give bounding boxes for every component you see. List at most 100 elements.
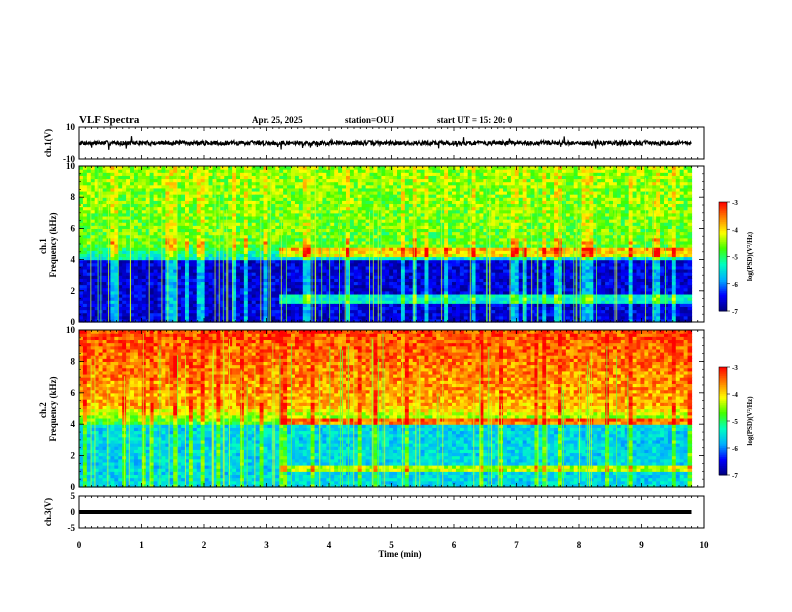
spectrogram-cell <box>126 312 131 317</box>
spectrogram-cell <box>322 275 327 279</box>
spectrogram-cell <box>373 268 378 273</box>
spectrogram-cell <box>192 222 198 226</box>
spectrogram-cell <box>310 253 316 258</box>
spectrogram-cell <box>436 250 441 254</box>
spectrogram-cell <box>416 256 422 261</box>
spectrogram-cell <box>436 268 441 273</box>
spectrogram-cell <box>412 187 418 192</box>
spectrogram-cell <box>298 215 304 220</box>
spectrogram-cell <box>110 315 115 320</box>
spectrogram-cell <box>452 234 457 239</box>
spectrogram-cell <box>318 262 324 267</box>
spectrogram-cell <box>318 309 324 314</box>
spectrogram-cell <box>369 219 375 223</box>
spectrogram-cell <box>126 253 131 258</box>
spectrogram-cell <box>267 200 272 205</box>
spectrogram-cell <box>130 290 135 295</box>
spectrogram-cell <box>153 197 159 201</box>
spectrogram-cell <box>361 231 367 236</box>
spectrogram-cell <box>361 306 367 311</box>
spectrogram-cell <box>373 166 378 170</box>
spectrogram-cell <box>440 237 445 242</box>
spectrogram-cell <box>188 250 194 254</box>
spectrogram-cell <box>365 184 371 189</box>
spectrogram-cell <box>326 175 331 180</box>
spectrogram-cell <box>110 284 115 289</box>
spectrogram-cell <box>94 300 100 304</box>
spectrogram-cell <box>365 278 371 283</box>
spectrogram-cell <box>255 178 261 183</box>
spectrogram-cell <box>302 237 308 242</box>
spectrogram-cell <box>408 284 414 289</box>
spectrogram-cell <box>444 256 449 261</box>
spectrogram-cell <box>436 212 441 217</box>
spectrogram-cell <box>145 306 151 311</box>
spectrogram-cell <box>412 293 418 298</box>
spectrogram-cell <box>436 259 441 264</box>
spectrogram-cell <box>271 290 276 295</box>
spectrogram-cell <box>126 315 131 320</box>
spectrogram-cell <box>381 187 386 192</box>
spectrogram-cell <box>389 315 394 320</box>
spectrogram-cell <box>102 219 108 223</box>
spectrogram-cell <box>302 259 308 264</box>
spectrogram-cell <box>318 287 324 292</box>
spectrogram-cell <box>318 169 324 173</box>
spectrogram-cell <box>149 169 155 173</box>
spectrogram-cell <box>259 315 265 320</box>
spectrogram-cell <box>157 225 163 229</box>
spectrogram-cell <box>169 303 174 307</box>
spectrogram-cell <box>110 197 115 201</box>
spectrogram-cell <box>122 281 127 286</box>
spectrogram-cell <box>232 290 237 295</box>
spectrogram-cell <box>204 268 210 273</box>
spectrogram-cell <box>263 215 269 220</box>
spectrogram-cell <box>334 172 339 176</box>
spectrogram-cell <box>400 203 406 208</box>
spectrogram-cell <box>310 318 316 323</box>
spectrogram-cell <box>444 228 449 233</box>
spectrogram-cell <box>408 166 414 170</box>
spectrogram-cell <box>334 237 339 242</box>
spectrogram-cell <box>377 181 382 186</box>
spectrogram-cell <box>255 253 261 258</box>
spectrogram-cell <box>275 275 280 279</box>
spectrogram-cell <box>310 256 316 261</box>
spectrogram-cell <box>412 309 418 314</box>
spectrogram-cell <box>94 178 100 183</box>
spectrogram-cell <box>428 265 433 270</box>
spectrogram-cell <box>397 290 402 295</box>
spectrogram-cell <box>188 259 194 264</box>
spectrogram-cell <box>79 215 84 220</box>
spectrogram-cell <box>330 190 335 195</box>
spectrogram-cell <box>381 175 386 180</box>
spectrogram-cell <box>271 172 276 176</box>
spectrogram-cell <box>318 219 324 223</box>
spectrogram-cell <box>420 250 426 254</box>
spectrogram-cell <box>310 200 316 205</box>
spectrogram-cell <box>318 172 324 176</box>
spectrogram-cell <box>122 253 127 258</box>
spectrogram-cell <box>145 181 151 186</box>
spectrogram-cell <box>118 187 123 192</box>
spectrogram-cell <box>114 197 119 201</box>
spectrogram-cell <box>263 197 269 201</box>
spectrogram-cell <box>400 275 406 279</box>
spectrogram-cell <box>342 172 347 176</box>
spectrogram-cell <box>145 253 151 258</box>
spectrogram-cell <box>122 315 127 320</box>
spectrogram-cell <box>149 265 155 270</box>
spectrogram-cell <box>188 284 194 289</box>
spectrogram-cell <box>338 234 343 239</box>
spectrogram-cell <box>196 172 202 176</box>
spectrogram-cell <box>412 253 418 258</box>
spectrogram-cell <box>165 212 170 217</box>
spectrogram-cell <box>357 300 363 304</box>
spectrogram-cell <box>94 203 100 208</box>
spectrogram-cell <box>255 306 261 311</box>
spectrogram-cell <box>361 203 367 208</box>
spectrogram-cell <box>404 228 410 233</box>
spectrogram-cell <box>287 240 292 245</box>
spectrogram-cell <box>255 228 261 233</box>
spectrogram-cell <box>79 275 84 279</box>
